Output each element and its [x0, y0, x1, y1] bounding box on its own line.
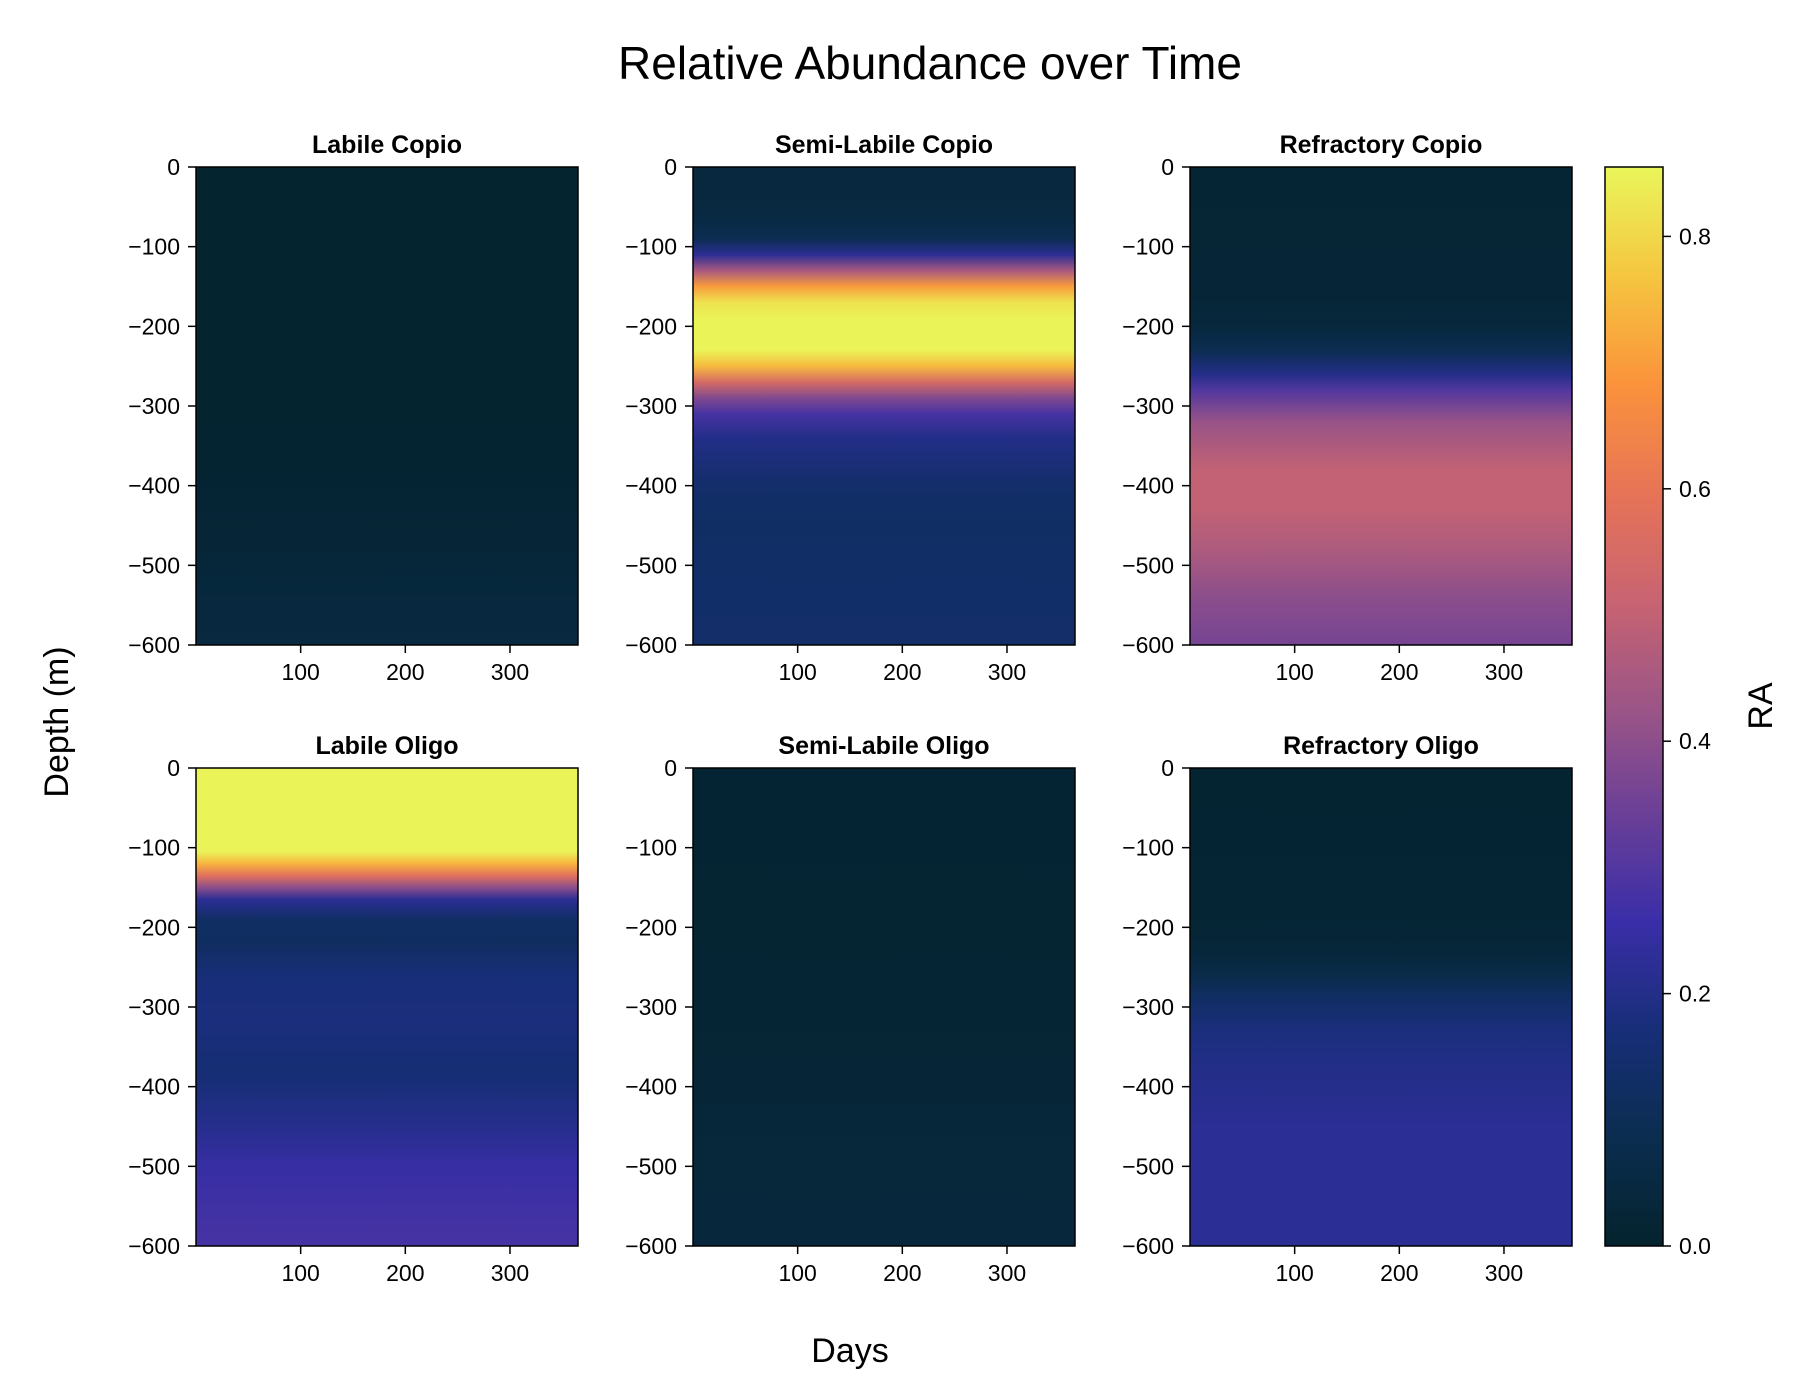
- y-tick-label: −200: [128, 313, 180, 339]
- y-tick-label: −400: [1122, 1074, 1174, 1100]
- x-tick-label: 200: [386, 1260, 424, 1286]
- y-tick-label: 0: [1161, 755, 1174, 781]
- y-tick-label: −500: [625, 1153, 677, 1179]
- panel-title: Semi-Labile Copio: [775, 131, 993, 159]
- panel-title: Labile Oligo: [315, 732, 458, 760]
- panel-title: Labile Copio: [312, 131, 462, 159]
- x-tick-label: 100: [1275, 659, 1313, 685]
- panels-area: Labile Copio 0 −100 −200 −300 −400 −500 −600 100…: [128, 131, 1573, 1286]
- x-tick-label: 100: [778, 659, 816, 685]
- x-axis-label: Days: [811, 1332, 888, 1370]
- panel-semi-labile-oligo: Semi-Labile Oligo 0 −100 −200 −300 −400 −500 −6…: [625, 732, 1076, 1286]
- y-tick-label: −600: [1122, 632, 1174, 658]
- x-tick-label: 300: [491, 1260, 529, 1286]
- y-tick-label: −100: [128, 234, 180, 260]
- colorbar-tick-label: 0.6: [1679, 476, 1711, 502]
- y-tick-label: −300: [625, 393, 677, 419]
- x-tick-label: 100: [1275, 1260, 1313, 1286]
- y-tick-label: −400: [128, 473, 180, 499]
- y-tick-label: −600: [128, 632, 180, 658]
- y-tick-label: −100: [625, 835, 677, 861]
- y-tick-label: −300: [128, 994, 180, 1020]
- y-tick-label: −100: [128, 835, 180, 861]
- panel-semi-labile-copio: Semi-Labile Copio 0 −100 −200 −300 −400 −500 −6…: [625, 131, 1076, 685]
- x-tick-label: 200: [883, 659, 921, 685]
- x-tick-label: 300: [988, 1260, 1026, 1286]
- heatmap-field: [196, 768, 578, 1246]
- y-tick-label: −400: [625, 1074, 677, 1100]
- y-tick-label: −100: [1122, 234, 1174, 260]
- y-tick-label: −500: [128, 552, 180, 578]
- colorbar-tick-label: 0.0: [1679, 1233, 1711, 1259]
- y-tick-label: −600: [625, 1233, 677, 1259]
- y-tick-label: 0: [1161, 154, 1174, 180]
- y-tick-label: −300: [1122, 994, 1174, 1020]
- y-tick-label: −400: [1122, 473, 1174, 499]
- y-tick-label: −200: [1122, 313, 1174, 339]
- y-tick-label: −400: [625, 473, 677, 499]
- y-tick-label: −500: [128, 1153, 180, 1179]
- y-tick-label: −100: [1122, 835, 1174, 861]
- x-tick-label: 300: [1485, 1260, 1523, 1286]
- heatmap-field: [693, 167, 1075, 645]
- panel-refractory-oligo: Refractory Oligo 0 −100 −200 −300 −400 −500 −60…: [1122, 732, 1573, 1286]
- y-tick-label: −200: [128, 914, 180, 940]
- y-tick-label: −600: [625, 632, 677, 658]
- panel-title: Refractory Oligo: [1283, 732, 1479, 760]
- x-tick-label: 100: [281, 1260, 319, 1286]
- figure-title-group: Relative Abundance over Time: [618, 37, 1242, 89]
- y-tick-label: −300: [1122, 393, 1174, 419]
- y-tick-label: −100: [625, 234, 677, 260]
- panel-labile-copio: Labile Copio 0 −100 −200 −300 −400 −500 −600 100…: [128, 131, 579, 685]
- y-tick-label: 0: [664, 755, 677, 781]
- y-tick-label: 0: [167, 755, 180, 781]
- colorbar-tick-label: 0.2: [1679, 981, 1711, 1007]
- y-tick-label: −500: [625, 552, 677, 578]
- y-tick-label: 0: [167, 154, 180, 180]
- colorbar-gradient: [1605, 167, 1663, 1246]
- y-tick-label: −200: [625, 914, 677, 940]
- colorbar: 0.0 0.2 0.4 0.6 0.8 RA: [1604, 166, 1780, 1259]
- y-tick-label: −300: [128, 393, 180, 419]
- heatmap-field: [1190, 167, 1572, 645]
- panel-labile-oligo: Labile Oligo 0 −100 −200 −300 −400 −500 −600 100…: [128, 732, 579, 1286]
- figure-title: Relative Abundance over Time: [618, 37, 1242, 89]
- x-tick-label: 300: [988, 659, 1026, 685]
- x-tick-label: 100: [778, 1260, 816, 1286]
- heatmap-field: [693, 768, 1075, 1246]
- panel-refractory-copio: Refractory Copio 0 −100 −200 −300 −400 −500 −60…: [1122, 131, 1573, 685]
- y-tick-label: −500: [1122, 1153, 1174, 1179]
- x-tick-label: 200: [883, 1260, 921, 1286]
- y-axis-label: Depth (m): [38, 646, 76, 797]
- colorbar-frame: [1604, 166, 1664, 1247]
- y-tick-label: −600: [1122, 1233, 1174, 1259]
- y-tick-label: −600: [128, 1233, 180, 1259]
- colorbar-label: RA: [1742, 682, 1780, 730]
- y-tick-label: −300: [625, 994, 677, 1020]
- panel-title: Semi-Labile Oligo: [778, 732, 989, 760]
- heatmap-field: [196, 167, 578, 645]
- x-tick-label: 300: [1485, 659, 1523, 685]
- x-tick-label: 200: [1380, 659, 1418, 685]
- x-tick-label: 200: [1380, 1260, 1418, 1286]
- heatmap-field: [1190, 768, 1572, 1246]
- y-tick-label: −200: [1122, 914, 1174, 940]
- y-tick-label: −500: [1122, 552, 1174, 578]
- x-tick-label: 100: [281, 659, 319, 685]
- colorbar-tick-label: 0.4: [1679, 728, 1711, 754]
- colorbar-tick-label: 0.8: [1679, 223, 1711, 249]
- x-tick-label: 300: [491, 659, 529, 685]
- y-tick-label: 0: [664, 154, 677, 180]
- panel-title: Refractory Copio: [1280, 131, 1483, 159]
- y-tick-label: −400: [128, 1074, 180, 1100]
- x-tick-label: 200: [386, 659, 424, 685]
- y-tick-label: −200: [625, 313, 677, 339]
